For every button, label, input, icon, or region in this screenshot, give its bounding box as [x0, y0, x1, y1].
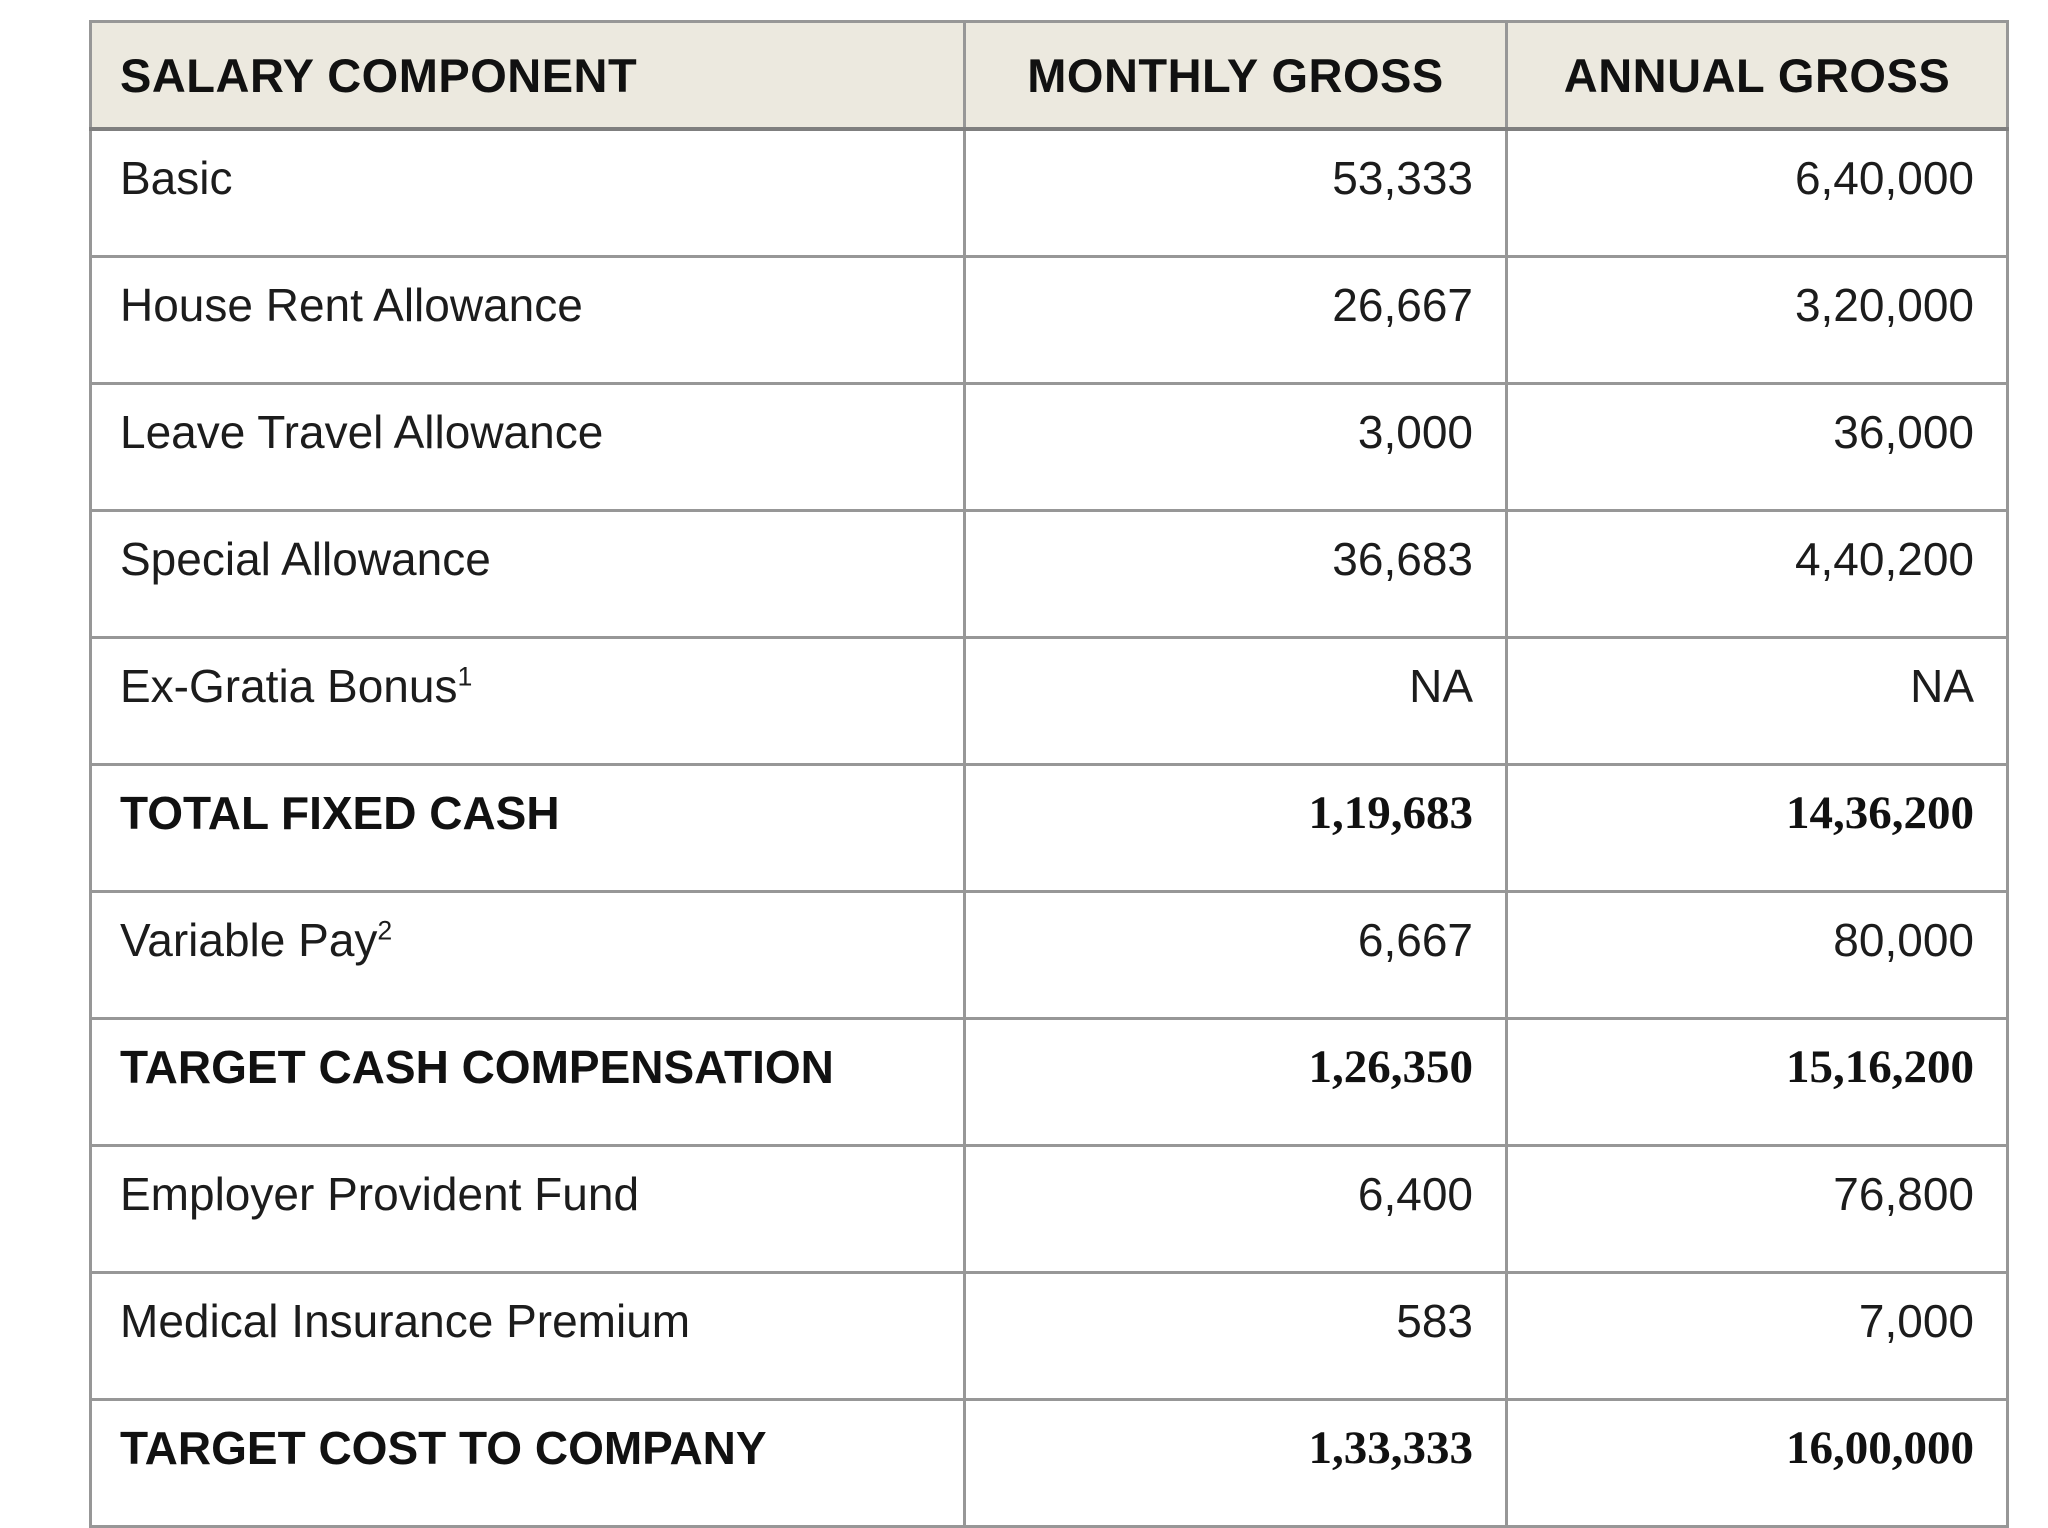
monthly-gross-cell: 6,400: [963, 1144, 1508, 1274]
header-row: SALARY COMPONENT MONTHLY GROSS ANNUAL GR…: [89, 20, 2009, 131]
component-label: Ex-Gratia Bonus: [120, 660, 458, 712]
component-cell: Employer Provident Fund: [89, 1144, 966, 1274]
annual-gross-cell: 16,00,000: [1505, 1398, 2009, 1528]
component-cell: TARGET COST TO COMPANY: [89, 1398, 966, 1528]
monthly-gross-cell: NA: [963, 636, 1508, 766]
annual-gross-cell: 6,40,000: [1505, 127, 2009, 258]
component-cell: Variable Pay2: [89, 890, 966, 1020]
annual-gross-cell: 4,40,200: [1505, 509, 2009, 639]
component-label: Variable Pay: [120, 914, 378, 966]
table-row: Employer Provident Fund 6,400 76,800: [89, 1144, 2009, 1274]
annual-gross-cell: 80,000: [1505, 890, 2009, 1020]
component-cell: TOTAL FIXED CASH: [89, 763, 966, 893]
annual-gross-cell: NA: [1505, 636, 2009, 766]
component-label: Medical Insurance Premium: [120, 1295, 691, 1347]
monthly-gross-cell: 1,19,683: [963, 763, 1508, 893]
monthly-gross-cell: 1,33,333: [963, 1398, 1508, 1528]
table-row: Medical Insurance Premium 583 7,000: [89, 1271, 2009, 1401]
table-row: Leave Travel Allowance 3,000 36,000: [89, 382, 2009, 512]
table-header: SALARY COMPONENT MONTHLY GROSS ANNUAL GR…: [89, 20, 2009, 131]
table-body: Basic 53,333 6,40,000 House Rent Allowance 2…: [89, 127, 2009, 1528]
footnote-superscript: 1: [457, 661, 473, 692]
component-label: TOTAL FIXED CASH: [120, 787, 560, 839]
component-cell: Leave Travel Allowance: [89, 382, 966, 512]
component-label: House Rent Allowance: [120, 279, 583, 331]
monthly-gross-cell: 6,667: [963, 890, 1508, 1020]
table-row: Ex-Gratia Bonus1 NA NA: [89, 636, 2009, 766]
table-row: Special Allowance 36,683 4,40,200: [89, 509, 2009, 639]
component-label: Leave Travel Allowance: [120, 406, 604, 458]
table-row: TARGET COST TO COMPANY 1,33,333 16,00,000: [89, 1398, 2009, 1528]
component-cell: Ex-Gratia Bonus1: [89, 636, 966, 766]
monthly-gross-cell: 53,333: [963, 127, 1508, 258]
monthly-gross-cell: 26,667: [963, 255, 1508, 385]
salary-table-container: SALARY COMPONENT MONTHLY GROSS ANNUAL GR…: [89, 20, 2009, 1528]
component-label: TARGET CASH COMPENSATION: [120, 1041, 834, 1093]
annual-gross-cell: 3,20,000: [1505, 255, 2009, 385]
annual-gross-cell: 14,36,200: [1505, 763, 2009, 893]
annual-gross-cell: 7,000: [1505, 1271, 2009, 1401]
header-cell-salary-component: SALARY COMPONENT: [89, 20, 966, 131]
table-row: Basic 53,333 6,40,000: [89, 127, 2009, 258]
component-label: Employer Provident Fund: [120, 1168, 640, 1220]
salary-table: SALARY COMPONENT MONTHLY GROSS ANNUAL GR…: [89, 20, 2009, 1528]
annual-gross-cell: 36,000: [1505, 382, 2009, 512]
component-cell: House Rent Allowance: [89, 255, 966, 385]
table-row: Variable Pay2 6,667 80,000: [89, 890, 2009, 1020]
header-cell-annual-gross: ANNUAL GROSS: [1505, 20, 2009, 131]
component-label: TARGET COST TO COMPANY: [120, 1422, 767, 1474]
monthly-gross-cell: 583: [963, 1271, 1508, 1401]
table-row: House Rent Allowance 26,667 3,20,000: [89, 255, 2009, 385]
monthly-gross-cell: 3,000: [963, 382, 1508, 512]
monthly-gross-cell: 36,683: [963, 509, 1508, 639]
component-label: Basic: [120, 152, 233, 204]
table-row: TOTAL FIXED CASH 1,19,683 14,36,200: [89, 763, 2009, 893]
annual-gross-cell: 76,800: [1505, 1144, 2009, 1274]
footnote-superscript: 2: [377, 915, 393, 946]
header-cell-monthly-gross: MONTHLY GROSS: [963, 20, 1508, 131]
component-label: Special Allowance: [120, 533, 491, 585]
component-cell: TARGET CASH COMPENSATION: [89, 1017, 966, 1147]
monthly-gross-cell: 1,26,350: [963, 1017, 1508, 1147]
table-row: TARGET CASH COMPENSATION 1,26,350 15,16,20…: [89, 1017, 2009, 1147]
annual-gross-cell: 15,16,200: [1505, 1017, 2009, 1147]
component-cell: Special Allowance: [89, 509, 966, 639]
component-cell: Basic: [89, 127, 966, 258]
component-cell: Medical Insurance Premium: [89, 1271, 966, 1401]
